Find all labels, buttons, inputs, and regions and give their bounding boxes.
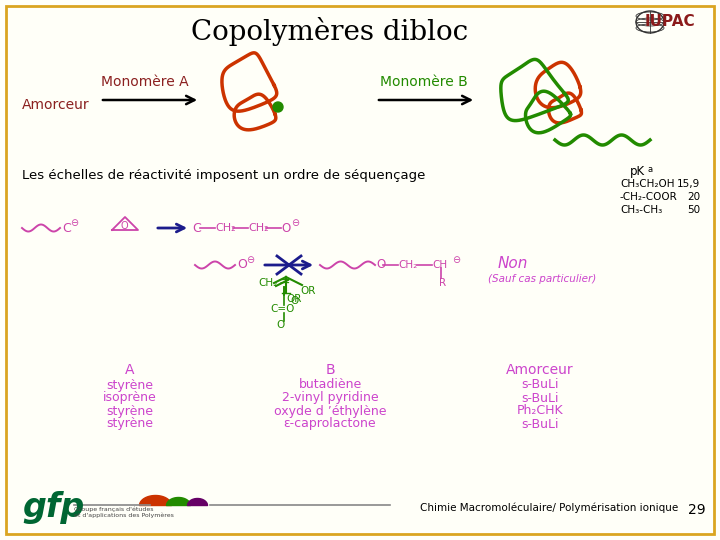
Circle shape [273, 102, 283, 112]
Text: ⊖: ⊖ [291, 218, 299, 228]
Text: styrène: styrène [107, 417, 153, 430]
Text: isoprène: isoprène [103, 392, 157, 404]
Text: C: C [192, 221, 201, 234]
Text: Les échelles de réactivité imposent un ordre de séquençage: Les échelles de réactivité imposent un o… [22, 168, 426, 181]
Text: 29: 29 [688, 503, 706, 517]
Text: OR: OR [300, 286, 315, 296]
Text: CH₃-CH₃: CH₃-CH₃ [620, 205, 662, 215]
Text: s-BuLi: s-BuLi [521, 392, 559, 404]
Text: styrène: styrène [107, 404, 153, 417]
Text: IUPAC: IUPAC [644, 15, 695, 30]
Text: CH: CH [432, 260, 447, 270]
Text: O: O [281, 221, 290, 234]
Text: a: a [648, 165, 653, 173]
Text: oxyde d ’éthylène: oxyde d ’éthylène [274, 404, 386, 417]
Text: O: O [120, 221, 128, 231]
Text: Groupe français d'études
et d'applications des Polymères: Groupe français d'études et d'applicatio… [74, 506, 174, 518]
Text: CH₃CH₂OH: CH₃CH₂OH [620, 179, 675, 189]
Text: =: = [278, 276, 290, 290]
Text: 2-vinyl pyridine: 2-vinyl pyridine [282, 392, 378, 404]
Text: O: O [237, 259, 247, 272]
Text: gfp: gfp [22, 491, 84, 524]
Text: styrène: styrène [107, 379, 153, 392]
Text: CH₂: CH₂ [258, 278, 278, 288]
Text: Monomère B: Monomère B [380, 75, 468, 89]
Text: Amorceur: Amorceur [506, 363, 574, 377]
Text: butadiène: butadiène [298, 379, 361, 392]
Text: 20: 20 [687, 192, 700, 202]
Text: ⊖: ⊖ [70, 218, 78, 228]
Text: ⊖: ⊖ [246, 255, 254, 265]
Text: CH₂: CH₂ [398, 260, 418, 270]
Text: s-BuLi: s-BuLi [521, 417, 559, 430]
Text: O: O [290, 296, 298, 306]
Text: s-BuLi: s-BuLi [521, 379, 559, 392]
Text: C=O: C=O [270, 304, 294, 314]
Text: B: B [325, 363, 335, 377]
Text: ε-caprolactone: ε-caprolactone [284, 417, 377, 430]
Text: -CH₂-COOR: -CH₂-COOR [620, 192, 678, 202]
Text: A: A [125, 363, 135, 377]
Text: ⊖: ⊖ [452, 255, 460, 265]
Text: (Sauf cas particulier): (Sauf cas particulier) [488, 274, 596, 284]
Text: Copolymères dibloc: Copolymères dibloc [192, 17, 469, 46]
Text: Chimie Macromoléculaire/ Polymérisation ionique: Chimie Macromoléculaire/ Polymérisation … [420, 503, 678, 513]
Text: O: O [276, 320, 284, 330]
Text: Monomère A: Monomère A [102, 75, 189, 89]
Text: 15,9: 15,9 [677, 179, 700, 189]
Text: C: C [62, 221, 71, 234]
Text: OR: OR [286, 294, 302, 304]
Text: pK: pK [630, 165, 645, 179]
Text: CH₂: CH₂ [248, 223, 269, 233]
Text: O: O [376, 259, 385, 272]
Text: R: R [439, 278, 446, 288]
Text: CH₂: CH₂ [215, 223, 235, 233]
Text: Ph₂CHK: Ph₂CHK [517, 404, 563, 417]
Text: 50: 50 [687, 205, 700, 215]
Text: Amorceur: Amorceur [22, 98, 89, 112]
Text: Non: Non [498, 255, 528, 271]
